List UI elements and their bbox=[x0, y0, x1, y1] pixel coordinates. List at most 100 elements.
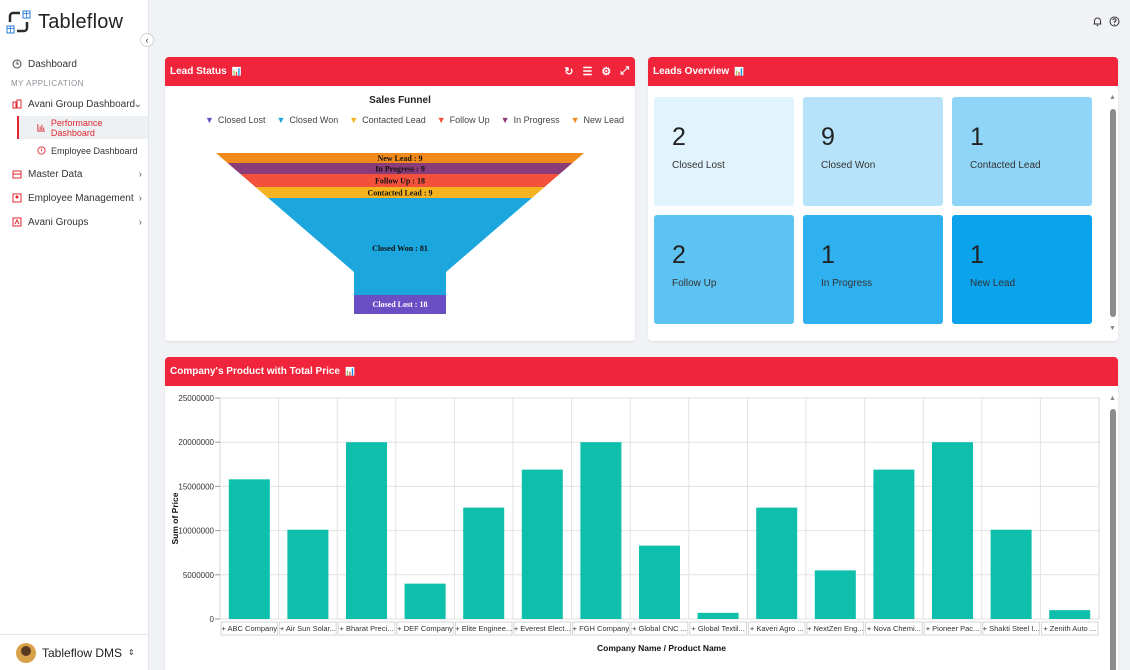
scroll-up-icon[interactable]: ▲ bbox=[1109, 395, 1116, 402]
legend-item[interactable]: ▼ Follow Up bbox=[437, 115, 490, 125]
bar[interactable] bbox=[756, 507, 798, 619]
user-menu[interactable]: Tableflow DMS ⇕ bbox=[0, 634, 149, 670]
funnel-label: Closed Won : 81 bbox=[372, 244, 428, 253]
funnel-segment[interactable] bbox=[216, 153, 584, 163]
bar[interactable] bbox=[345, 442, 388, 619]
panel-title: Lead Status bbox=[170, 66, 227, 77]
funnel-segment[interactable] bbox=[268, 198, 532, 295]
legend-marker-icon: ▼ bbox=[205, 115, 214, 125]
refresh-icon[interactable]: ↻ bbox=[564, 66, 574, 78]
lead-status-header: Lead Status 📊 ↻ ☰ ⚙ ⤢ bbox=[165, 57, 635, 86]
x-tick-label: + Nova Chemi... bbox=[867, 624, 921, 633]
x-category-box[interactable] bbox=[806, 621, 865, 636]
legend-item[interactable]: ▼ Contacted Lead bbox=[349, 115, 425, 125]
x-category-box[interactable] bbox=[865, 621, 923, 636]
chevron-down-icon: ⌄ bbox=[133, 98, 142, 110]
legend-item[interactable]: ▼ In Progress bbox=[501, 115, 560, 125]
legend-item[interactable]: ▼ Closed Won bbox=[276, 115, 338, 125]
sidebar-subitem-label: Performance Dashboard bbox=[50, 117, 103, 138]
lead-tile[interactable]: 2 Closed Lost bbox=[654, 97, 794, 206]
x-category-box[interactable] bbox=[572, 621, 630, 636]
funnel-segment[interactable] bbox=[255, 187, 545, 198]
sidebar-subitem-employee-dashboard[interactable]: Employee Dashboard bbox=[17, 139, 148, 162]
funnel-segment[interactable] bbox=[354, 295, 446, 314]
y-tick-label: 20000000 bbox=[178, 438, 214, 447]
chart-icon: 📊 bbox=[231, 67, 242, 76]
legend-label: In Progress bbox=[513, 115, 560, 125]
group-icon bbox=[12, 217, 22, 227]
funnel-label: New Lead : 9 bbox=[377, 154, 422, 163]
sidebar-item-dashboard[interactable]: Dashboard bbox=[6, 52, 148, 76]
sidebar-item-master-data[interactable]: Master Data › bbox=[6, 162, 148, 186]
scroll-up-icon[interactable]: ▲ bbox=[1109, 94, 1116, 101]
bar[interactable] bbox=[1049, 610, 1091, 619]
expand-icon[interactable]: ⤢ bbox=[620, 65, 629, 77]
tile-count: 1 bbox=[970, 123, 984, 151]
x-category-box[interactable] bbox=[396, 621, 454, 636]
lead-tile[interactable]: 1 Contacted Lead bbox=[952, 97, 1092, 206]
legend-marker-icon: ▼ bbox=[436, 115, 446, 125]
x-category-box[interactable] bbox=[279, 621, 337, 636]
funnel-segment[interactable] bbox=[240, 174, 560, 187]
x-category-box[interactable] bbox=[630, 621, 689, 636]
sidebar-item-label: Employee Management bbox=[28, 192, 134, 204]
sidebar-item-avani-group-dashboard[interactable]: Avani Group Dashboard ⌄ bbox=[6, 92, 148, 116]
scrollbar[interactable] bbox=[1110, 109, 1116, 317]
x-category-box[interactable] bbox=[337, 621, 396, 636]
x-category-box[interactable] bbox=[513, 621, 572, 636]
tile-label: Closed Won bbox=[821, 160, 876, 171]
tile-label: New Lead bbox=[970, 278, 1016, 289]
tile-label: Contacted Lead bbox=[970, 160, 1041, 171]
y-tick-label: 0 bbox=[210, 615, 215, 624]
funnel-label: Closed Lost : 18 bbox=[373, 300, 428, 309]
x-category-box[interactable] bbox=[982, 621, 1040, 636]
bar[interactable] bbox=[931, 442, 974, 619]
x-category-box[interactable] bbox=[747, 621, 806, 636]
lead-tile[interactable]: 2 Follow Up bbox=[654, 215, 794, 324]
bar[interactable] bbox=[521, 469, 563, 619]
x-category-box[interactable] bbox=[689, 621, 747, 636]
bar[interactable] bbox=[990, 529, 1032, 619]
x-tick-label: + DEF Company bbox=[397, 624, 453, 633]
bar[interactable] bbox=[580, 442, 622, 619]
sidebar-item-avani-groups[interactable]: Avani Groups › bbox=[6, 210, 148, 234]
list-icon[interactable]: ☰ bbox=[582, 66, 593, 78]
top-toolbar bbox=[1092, 16, 1120, 27]
legend-marker-icon: ▼ bbox=[500, 115, 510, 125]
funnel-segment[interactable] bbox=[227, 163, 573, 174]
x-tick-label: + Air Sun Solar... bbox=[280, 624, 336, 633]
help-icon[interactable] bbox=[1109, 16, 1120, 27]
lead-tile[interactable]: 9 Closed Won bbox=[803, 97, 943, 206]
bar[interactable] bbox=[873, 469, 915, 619]
sidebar-subitem-performance-dashboard[interactable]: Performance Dashboard bbox=[17, 116, 148, 139]
scrollbar[interactable] bbox=[1110, 409, 1116, 670]
scroll-down-icon[interactable]: ▼ bbox=[1109, 325, 1116, 332]
bar[interactable] bbox=[404, 583, 446, 619]
bar[interactable] bbox=[697, 612, 739, 619]
sidebar-collapse-button[interactable]: ‹ bbox=[140, 33, 154, 47]
legend-item[interactable]: ▼ New Lead bbox=[571, 115, 624, 125]
legend-label: New Lead bbox=[583, 115, 625, 125]
bar[interactable] bbox=[287, 529, 329, 619]
x-category-box[interactable] bbox=[220, 621, 279, 636]
bar[interactable] bbox=[814, 570, 856, 619]
sidebar-item-employee-management[interactable]: Employee Management › bbox=[6, 186, 148, 210]
x-category-box[interactable] bbox=[454, 621, 513, 636]
tile-count: 9 bbox=[821, 123, 835, 151]
lead-tile[interactable]: 1 New Lead bbox=[952, 215, 1092, 324]
chevron-right-icon: › bbox=[138, 192, 142, 204]
legend-item[interactable]: ▼ Closed Lost bbox=[205, 115, 265, 125]
bar[interactable] bbox=[463, 507, 505, 619]
y-tick-label: 25000000 bbox=[178, 394, 214, 403]
clock-icon bbox=[12, 59, 22, 69]
bar[interactable] bbox=[228, 479, 270, 619]
lead-tile[interactable]: 1 In Progress bbox=[803, 215, 943, 324]
product-price-header: Company's Product with Total Price 📊 bbox=[165, 357, 1118, 386]
app-logo[interactable]: Tableflow bbox=[6, 9, 123, 35]
gear-icon[interactable]: ⚙ bbox=[601, 66, 612, 78]
x-category-box[interactable] bbox=[1040, 621, 1099, 636]
bar[interactable] bbox=[638, 545, 681, 619]
x-category-box[interactable] bbox=[923, 621, 982, 636]
x-tick-label: + NextZen Eng... bbox=[807, 624, 864, 633]
bell-icon[interactable] bbox=[1092, 16, 1103, 27]
